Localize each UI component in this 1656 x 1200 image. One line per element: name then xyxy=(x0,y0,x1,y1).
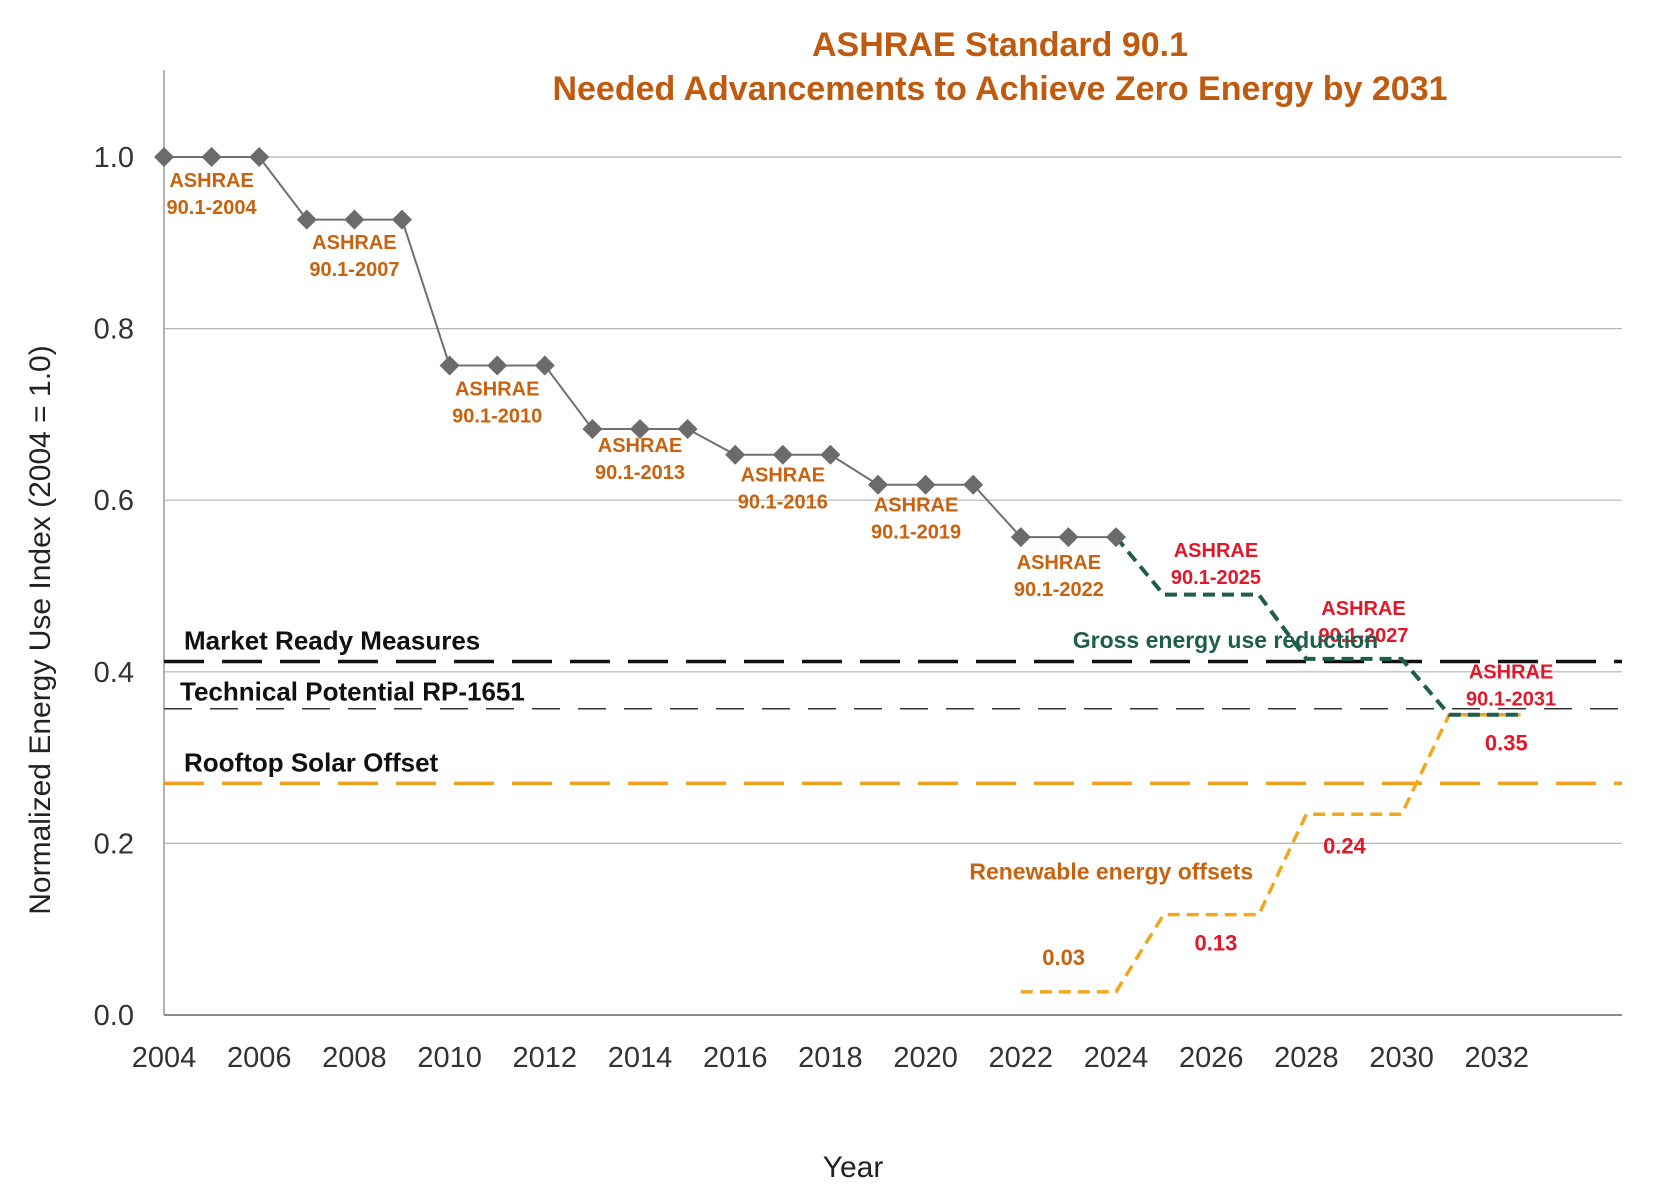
x-tick-label: 2024 xyxy=(1084,1042,1149,1074)
x-tick-label: 2022 xyxy=(989,1042,1054,1074)
value-label: 0.03 xyxy=(1042,945,1085,970)
data-point-marker xyxy=(677,418,698,439)
value-label: 0.35 xyxy=(1485,731,1528,756)
data-point-marker xyxy=(725,444,746,465)
x-tick-label: 2028 xyxy=(1274,1042,1339,1074)
reference-line-label: Technical Potential RP-1651 xyxy=(180,677,525,707)
standard-label-version: 90.1-2013 xyxy=(595,462,685,484)
standard-label-version: 90.1-2022 xyxy=(1014,579,1104,601)
standard-label-name: ASHRAE xyxy=(455,379,539,401)
x-tick-label: 2018 xyxy=(798,1042,863,1074)
standard-label-version: 90.1-2027 xyxy=(1318,625,1408,647)
series-group xyxy=(154,147,1521,994)
standard-label-version: 90.1-2019 xyxy=(871,521,961,543)
x-tick-label: 2004 xyxy=(132,1042,197,1074)
y-axis-label: Normalized Energy Use Index (2004 = 1.0) xyxy=(24,345,57,914)
standard-label-name: ASHRAE xyxy=(1321,598,1405,620)
x-tick-label: 2010 xyxy=(417,1042,482,1074)
x-tick-label: 2020 xyxy=(893,1042,958,1074)
gridlines xyxy=(164,156,1622,845)
reference-line-label: Market Ready Measures xyxy=(184,626,480,656)
data-point-marker xyxy=(296,209,317,230)
standard-label-version: 90.1-2031 xyxy=(1466,689,1556,711)
series-annotation: Renewable energy offsets xyxy=(969,858,1253,884)
y-tick-label: 1.0 xyxy=(94,142,134,174)
data-point-marker xyxy=(1106,527,1126,548)
standard-label-version: 90.1-2025 xyxy=(1171,567,1261,589)
chart-title: ASHRAE Standard 90.1 xyxy=(812,26,1188,64)
labels-group: ASHRAE 90.1-2004 ASHRAE 90.1-2007 ASHRAE 90.1… xyxy=(167,170,1557,970)
standard-label-name: ASHRAE xyxy=(598,435,682,457)
x-axis-label: Year xyxy=(823,1151,884,1184)
data-point-marker xyxy=(582,418,603,439)
y-tick-label: 0.8 xyxy=(94,314,134,346)
data-point-marker xyxy=(1058,527,1079,548)
renewable-offsets-line xyxy=(1020,712,1521,994)
y-tick-label: 0.4 xyxy=(94,657,134,689)
data-point-marker xyxy=(772,444,793,465)
x-tick-label: 2008 xyxy=(322,1042,387,1074)
y-tick-label: 0.2 xyxy=(94,828,134,860)
data-point-marker xyxy=(915,474,936,495)
reference-lines: Market Ready Measures Technical Potential… xyxy=(164,626,1622,786)
standard-label-name: ASHRAE xyxy=(1469,662,1553,684)
data-point-marker xyxy=(439,355,460,376)
standard-label-version: 90.1-2016 xyxy=(738,491,828,513)
standard-label-version: 90.1-2004 xyxy=(167,197,258,219)
standard-label-name: ASHRAE xyxy=(1174,540,1258,562)
data-point-marker xyxy=(820,444,841,465)
x-tick-label: 2012 xyxy=(513,1042,578,1074)
data-point-marker xyxy=(630,418,650,439)
data-point-marker xyxy=(392,209,412,230)
x-tick-label: 2032 xyxy=(1465,1042,1530,1074)
data-point-marker xyxy=(154,147,174,167)
data-point-marker xyxy=(868,474,888,495)
y-tick-label: 0.6 xyxy=(94,485,134,517)
x-tick-label: 2014 xyxy=(608,1042,673,1074)
data-point-marker xyxy=(344,209,365,230)
data-point-marker xyxy=(534,355,555,376)
data-point-marker xyxy=(1010,527,1031,548)
data-point-marker xyxy=(963,474,984,495)
reference-line-label: Rooftop Solar Offset xyxy=(184,747,439,777)
axes: 0.0 0.2 0.4 0.6 0.8 1.0 2004 2006 2008 2010 2012 20… xyxy=(94,70,1622,1074)
standard-label-name: ASHRAE xyxy=(1017,552,1101,574)
value-label: 0.13 xyxy=(1195,931,1238,956)
standard-label-name: ASHRAE xyxy=(741,464,825,486)
x-tick-label: 2030 xyxy=(1369,1042,1434,1074)
x-tick-label: 2006 xyxy=(227,1042,292,1074)
series-annotation: Gross energy use reduction xyxy=(1073,627,1378,653)
standard-label-version: 90.1-2007 xyxy=(309,259,399,281)
standard-label-name: ASHRAE xyxy=(312,232,396,254)
y-tick-label: 0.0 xyxy=(94,1000,134,1032)
data-point-marker xyxy=(487,355,508,376)
value-label: 0.24 xyxy=(1323,834,1367,859)
gross-reduction-line xyxy=(1114,535,1521,717)
standard-label-version: 90.1-2010 xyxy=(452,406,542,428)
x-tick-label: 2016 xyxy=(703,1042,768,1074)
chart-subtitle: Needed Advancements to Achieve Zero Ener… xyxy=(552,70,1447,108)
x-tick-label: 2026 xyxy=(1179,1042,1244,1074)
standard-label-name: ASHRAE xyxy=(169,170,253,192)
data-point-marker xyxy=(201,147,222,167)
data-point-marker xyxy=(249,147,270,167)
standard-label-name: ASHRAE xyxy=(874,494,958,516)
